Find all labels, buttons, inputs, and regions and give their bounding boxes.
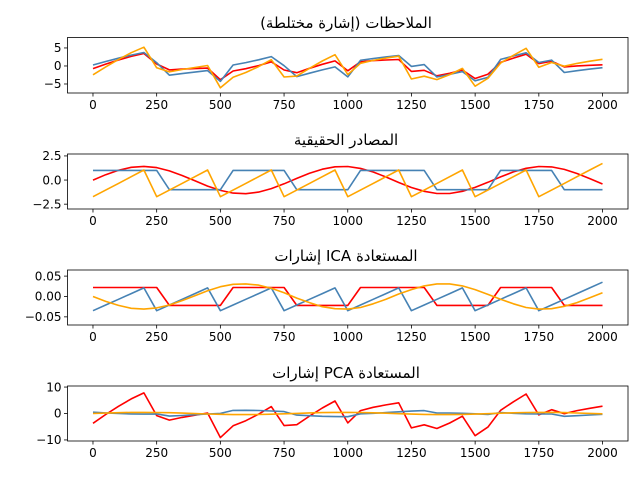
x-tick-label: 2000: [587, 214, 618, 228]
y-tick-label: −10: [36, 433, 61, 447]
x-tick-label: 250: [145, 330, 168, 344]
x-tick-label: 0: [89, 98, 97, 112]
x-tick-label: 2000: [587, 330, 618, 344]
series-line-3: [92, 283, 603, 310]
subplot-pca-signals: إشارات PCA المستعادة 0 250 500 750 1000 1250 1…: [36, 364, 629, 460]
x-tick-label: 1500: [460, 214, 491, 228]
x-tick-label: 750: [273, 330, 296, 344]
x-tick-label: 750: [273, 446, 296, 460]
x-tick-label: 0: [89, 214, 97, 228]
plot-area: [92, 46, 603, 89]
y-tick-label: 0.00: [35, 290, 62, 304]
axes-frame: [67, 269, 629, 326]
series-line-2: [93, 169, 603, 191]
series-line-3: [92, 162, 603, 198]
series-line-1: [93, 286, 603, 307]
x-tick-label: 1500: [460, 446, 491, 460]
y-tick-label: 2.5: [42, 149, 61, 163]
x-tick-label: 1750: [524, 98, 555, 112]
x-tick-label: 250: [145, 446, 168, 460]
x-tick-label: 1500: [460, 330, 491, 344]
subplot-title: الملاحظات (إشارة مختلطة): [260, 14, 432, 32]
x-tick-label: 750: [273, 98, 296, 112]
y-tick-label: 0.0: [42, 173, 61, 187]
y-tick-label: −2.5: [32, 197, 61, 211]
subplot-ica-signals: إشارات ICA المستعادة 0 250 500 750 1000 1250 1…: [25, 247, 629, 344]
x-tick-label: 1750: [524, 214, 555, 228]
axes-frame: [67, 153, 629, 210]
series-line-3: [92, 411, 603, 416]
y-tick-label: −0.05: [25, 310, 62, 324]
x-tick-label: 1750: [524, 330, 555, 344]
y-tick-label: 5: [54, 41, 62, 55]
y-tick-label: 0.05: [35, 269, 62, 283]
x-tick-label: 1000: [332, 214, 363, 228]
x-tick-label: 1250: [396, 98, 427, 112]
x-tick-label: 2000: [587, 446, 618, 460]
x-tick-label: 1000: [332, 446, 363, 460]
series-line-1: [92, 52, 603, 81]
x-tick-label: 750: [273, 214, 296, 228]
x-tick-label: 1750: [524, 446, 555, 460]
x-tick-label: 250: [145, 98, 168, 112]
series-line-2: [92, 281, 603, 312]
x-tick-label: 1250: [396, 214, 427, 228]
subplot-title: إشارات PCA المستعادة: [272, 364, 420, 382]
x-tick-label: 1000: [332, 98, 363, 112]
x-tick-label: 0: [89, 330, 97, 344]
x-tick-label: 250: [145, 214, 168, 228]
y-tick-label: 0: [54, 59, 62, 73]
series-line-1: [92, 392, 603, 439]
plot-area: [92, 281, 603, 312]
series-line-2: [92, 51, 603, 83]
x-tick-label: 500: [209, 446, 232, 460]
y-tick-label: 10: [46, 380, 61, 394]
series-line-3: [92, 46, 603, 89]
x-tick-label: 2000: [587, 98, 618, 112]
x-tick-label: 500: [209, 98, 232, 112]
x-tick-label: 1500: [460, 98, 491, 112]
x-tick-label: 500: [209, 214, 232, 228]
x-tick-label: 500: [209, 330, 232, 344]
subplot-observations: الملاحظات (إشارة مختلطة) 0 250 500 750 1000 1…: [44, 14, 629, 112]
x-tick-label: 1250: [396, 446, 427, 460]
subplot-title: إشارات ICA المستعادة: [274, 247, 417, 265]
subplot-title: المصادر الحقيقية: [294, 131, 398, 149]
plot-area: [92, 162, 603, 198]
x-tick-label: 1000: [332, 330, 363, 344]
x-tick-label: 0: [89, 446, 97, 460]
y-tick-label: −5: [44, 77, 62, 91]
subplot-true-sources: المصادر الحقيقية 0 250 500 750 1000 1250 1500 1…: [32, 131, 629, 228]
plot-area: [92, 392, 603, 439]
y-tick-label: 0: [54, 407, 62, 421]
x-tick-label: 1250: [396, 330, 427, 344]
